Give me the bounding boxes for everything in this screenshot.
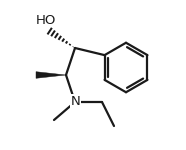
Text: N: N	[71, 95, 81, 108]
Text: HO: HO	[36, 14, 56, 27]
Polygon shape	[36, 72, 66, 78]
